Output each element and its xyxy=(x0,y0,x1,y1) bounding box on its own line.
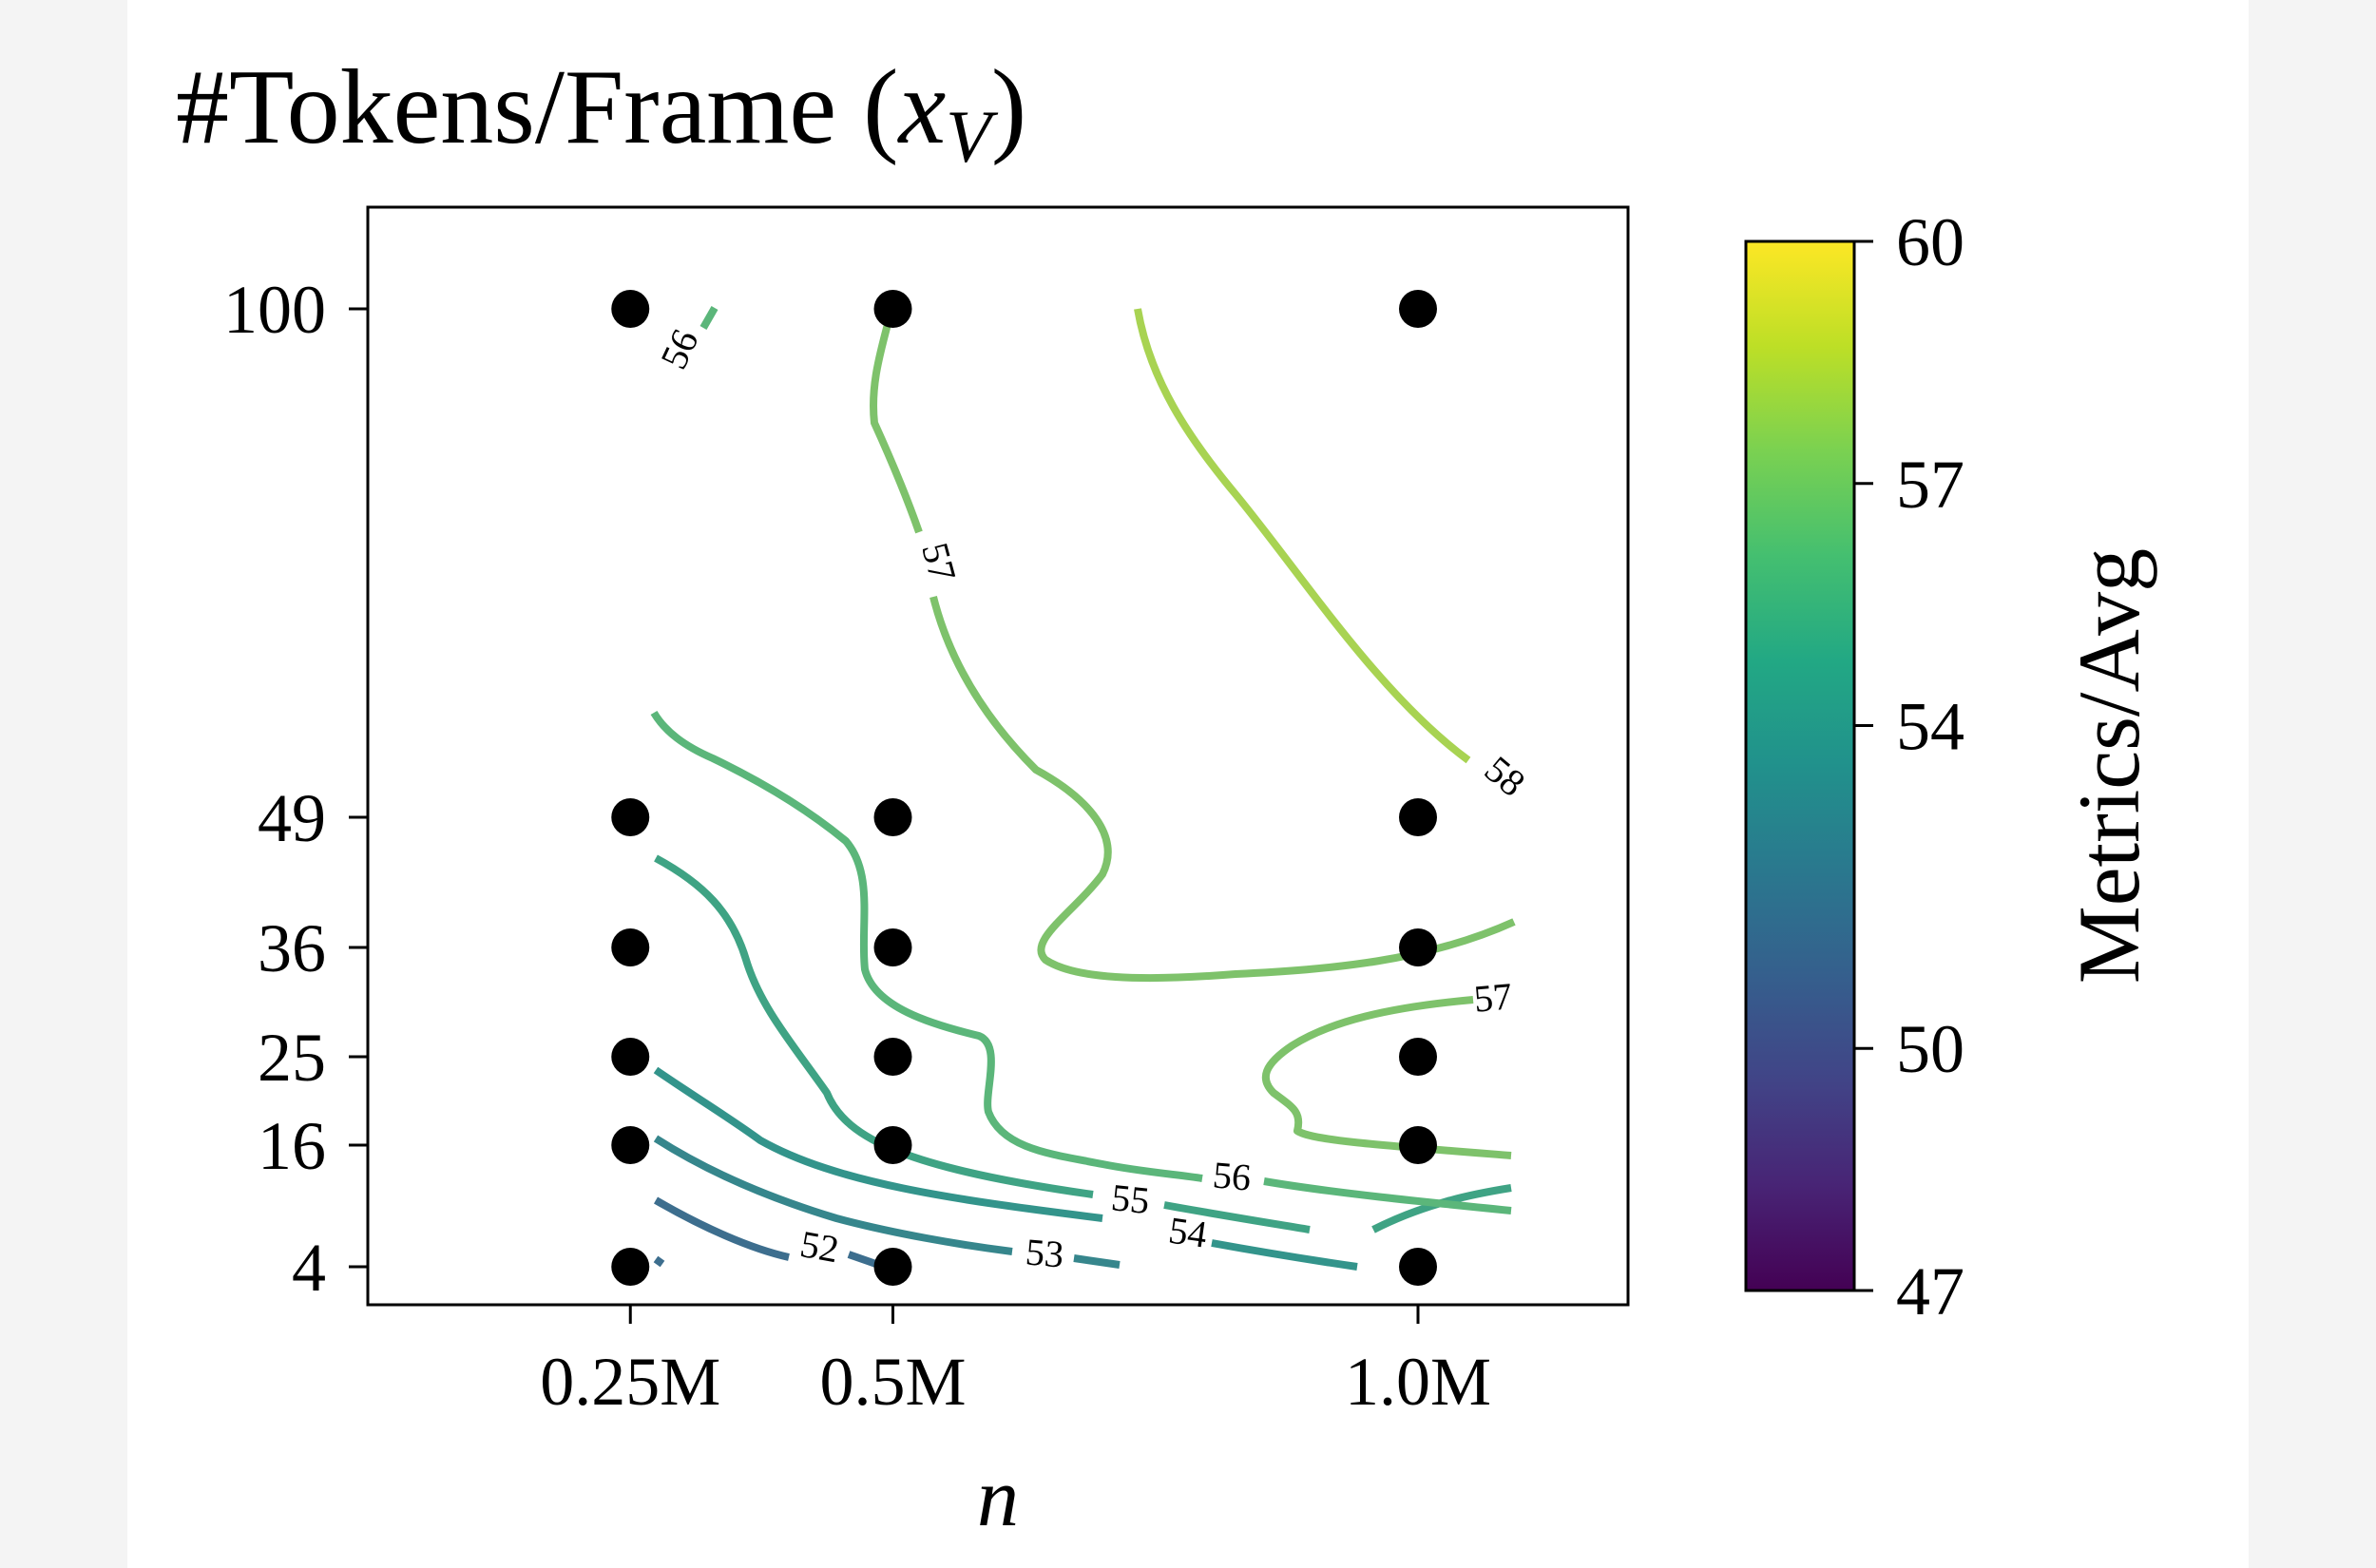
chart-title-text: #Tokens/Frame ( xyxy=(176,48,898,166)
data-point-10 xyxy=(873,798,912,836)
contour-label-56-bottom: 56 xyxy=(1211,1153,1253,1198)
contour-line-56-segment xyxy=(1263,1177,1512,1214)
contour-line-52-segment xyxy=(653,1255,665,1268)
colorbar-ticks: 60 57 54 50 47 xyxy=(1854,204,1964,1329)
contour-label-53: 53 xyxy=(1024,1230,1065,1275)
data-point-1 xyxy=(611,1126,650,1164)
contour-label-58: 58 xyxy=(1477,748,1534,805)
contour-line-54-segment xyxy=(1211,1239,1358,1271)
contour-line-57-left-lower xyxy=(929,596,1516,983)
contour-label-57-right: 57 xyxy=(1472,974,1514,1020)
y-tick-label-3: 36 xyxy=(258,910,326,986)
colorbar-tick-label-3: 50 xyxy=(1896,1011,1964,1087)
data-points xyxy=(611,290,1437,1286)
colorbar xyxy=(1744,239,1856,1292)
contour-label-57-left: 57 xyxy=(913,538,965,585)
y-tick-label-5: 100 xyxy=(223,272,326,348)
y-tick-label-1: 16 xyxy=(258,1108,326,1184)
contour-label-54: 54 xyxy=(1166,1209,1210,1256)
y-tick-label-0: 4 xyxy=(292,1230,326,1306)
chart-title: #Tokens/Frame (xV) xyxy=(176,48,1026,178)
colorbar-label: Metrics/Avg xyxy=(2060,548,2157,984)
data-point-6 xyxy=(873,1248,912,1286)
data-point-4 xyxy=(611,798,650,836)
colorbar-tick-label-4: 47 xyxy=(1896,1253,1964,1329)
y-tick-label-4: 49 xyxy=(258,780,326,856)
data-point-14 xyxy=(1399,1038,1437,1076)
contour-label-56-top: 56 xyxy=(652,323,707,375)
y-axis-ticks: 4 16 25 36 49 100 xyxy=(223,272,368,1306)
data-point-12 xyxy=(1399,1248,1437,1286)
x-tick-label-2: 1.0M xyxy=(1345,1344,1491,1420)
contour-line-57-left xyxy=(870,308,923,534)
contour-line-55-segment xyxy=(1163,1201,1311,1233)
x-axis-label: n xyxy=(977,1452,1019,1544)
data-point-11 xyxy=(873,290,912,328)
contour-line-55 xyxy=(654,854,1094,1198)
contour-line-56-top-upper xyxy=(699,306,719,330)
data-point-7 xyxy=(873,1126,912,1164)
data-point-15 xyxy=(1399,928,1437,966)
data-point-16 xyxy=(1399,798,1437,836)
contour-line-56 xyxy=(650,710,1203,1182)
data-point-17 xyxy=(1399,290,1437,328)
data-point-3 xyxy=(611,928,650,966)
x-axis-ticks: 0.25M 0.5M 1.0M xyxy=(540,1305,1491,1420)
colorbar-tick-label-0: 60 xyxy=(1896,204,1964,280)
contour-line-54 xyxy=(653,1066,1103,1222)
colorbar-tick-label-2: 54 xyxy=(1896,689,1964,765)
data-point-0 xyxy=(611,1248,650,1286)
contour-label-55: 55 xyxy=(1109,1176,1151,1222)
x-tick-label-1: 0.5M xyxy=(819,1344,966,1420)
data-point-8 xyxy=(873,1038,912,1076)
contour-line-57-right xyxy=(1261,996,1512,1159)
data-point-2 xyxy=(611,1038,650,1076)
contour-label-52: 52 xyxy=(797,1222,842,1271)
colorbar-tick-label-1: 57 xyxy=(1896,447,1964,523)
data-point-13 xyxy=(1399,1126,1437,1164)
contour-line-52 xyxy=(653,1196,790,1261)
figure-background xyxy=(127,0,2249,1568)
chart-title-end: ) xyxy=(991,48,1026,166)
chart-title-subscript: V xyxy=(946,95,999,178)
chart-title-variable: x xyxy=(896,48,946,166)
contour-line-53-segment xyxy=(1073,1254,1121,1269)
contour-line-58 xyxy=(1134,308,1471,764)
data-point-9 xyxy=(873,928,912,966)
plot-frame xyxy=(366,205,1630,1307)
contour-lines xyxy=(650,306,1516,1272)
y-tick-label-2: 25 xyxy=(258,1020,326,1096)
contour-line-53 xyxy=(653,1135,1013,1255)
data-point-5 xyxy=(611,290,650,328)
x-tick-label-0: 0.25M xyxy=(540,1344,720,1420)
